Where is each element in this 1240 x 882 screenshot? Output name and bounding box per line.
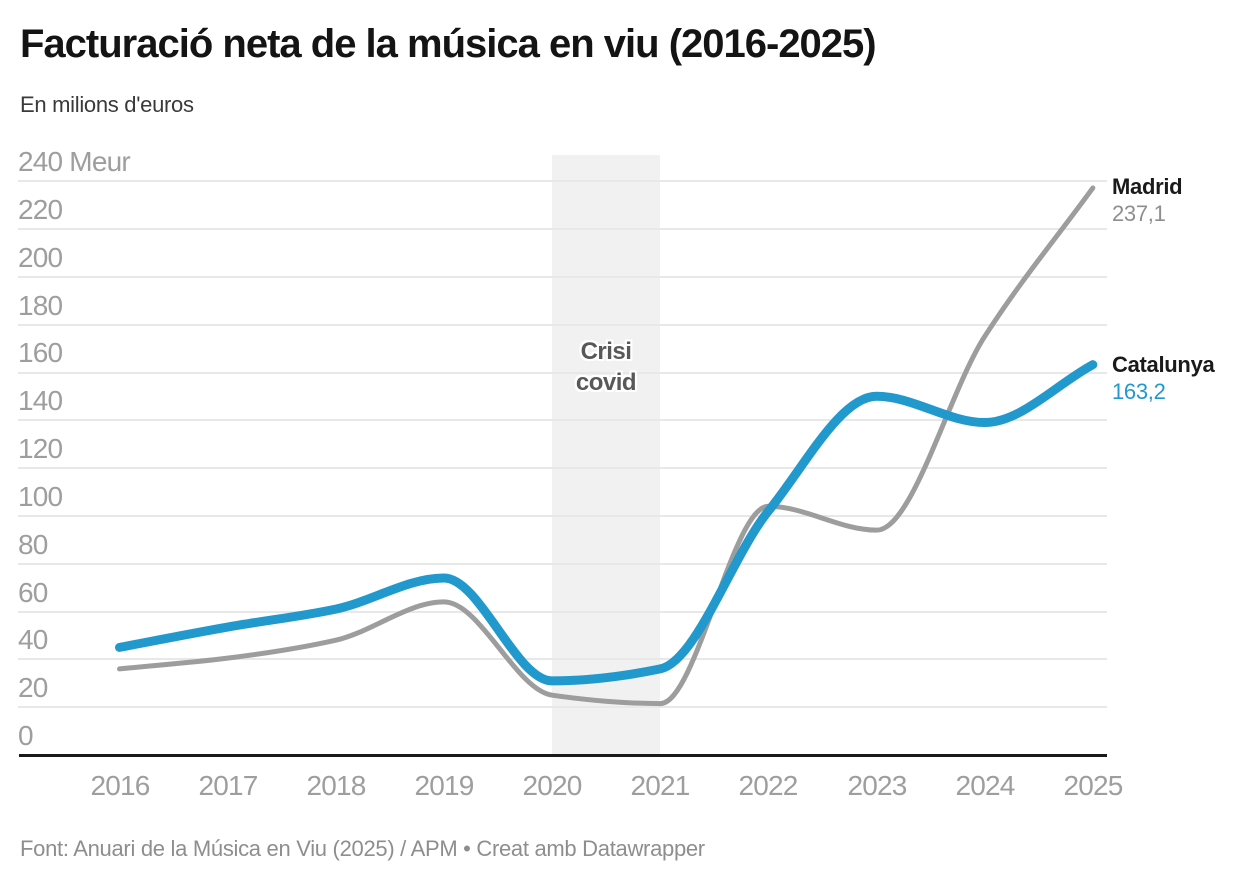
x-tick-label: 2019 [414, 770, 474, 801]
gridline [18, 563, 1107, 565]
x-tick-label: 2016 [90, 770, 150, 801]
covid-band [552, 155, 661, 755]
y-tick-label: 180 [18, 290, 63, 321]
gridline [18, 467, 1107, 469]
gridline [18, 419, 1107, 421]
gridline [18, 276, 1107, 278]
x-tick-label: 2020 [522, 770, 582, 801]
madrid-end-value: 237,1 [1112, 201, 1166, 226]
y-tick-label: 40 [18, 624, 48, 655]
gridline [18, 611, 1107, 613]
x-tick-label: 2023 [847, 770, 907, 801]
x-axis-line [19, 754, 1107, 757]
gridline [18, 515, 1107, 517]
y-tick-label: 220 [18, 194, 63, 225]
covid-annotation-line1: Crisi [580, 338, 632, 365]
x-tick-label: 2024 [955, 770, 1015, 801]
y-tick-label: 100 [18, 481, 63, 512]
x-tick-label: 2018 [306, 770, 366, 801]
madrid-end-label: Madrid [1112, 174, 1183, 199]
y-tick-label: 0 [18, 720, 34, 751]
y-tick-label: 60 [18, 577, 48, 608]
y-tick-label: 200 [18, 242, 63, 273]
x-tick-label: 2022 [738, 770, 798, 801]
gridline [18, 324, 1107, 326]
covid-annotation-line2: covid [575, 369, 637, 396]
y-tick-label: 20 [18, 672, 48, 703]
gridline [18, 180, 1107, 182]
y-tick-label: 160 [18, 337, 63, 368]
chart-title: Facturació neta de la música en viu (201… [20, 22, 877, 66]
y-tick-label: 120 [18, 433, 63, 464]
y-tick-label: 240 Meur [18, 146, 131, 177]
catalunya-end-label: Catalunya [1112, 352, 1215, 377]
x-tick-label: 2017 [198, 770, 258, 801]
chart-subtitle: En milions d'euros [20, 92, 194, 117]
y-tick-label: 140 [18, 385, 63, 416]
gridline [18, 658, 1107, 660]
gridline [18, 706, 1107, 708]
catalunya-end-value: 163,2 [1112, 379, 1166, 404]
source-footer: Font: Anuari de la Música en Viu (2025) … [20, 836, 705, 861]
x-tick-label: 2021 [630, 770, 690, 801]
gridline [18, 228, 1107, 230]
x-tick-label: 2025 [1063, 770, 1123, 801]
covid-annotation: Crisi covid [546, 336, 666, 398]
y-tick-label: 80 [18, 529, 48, 560]
